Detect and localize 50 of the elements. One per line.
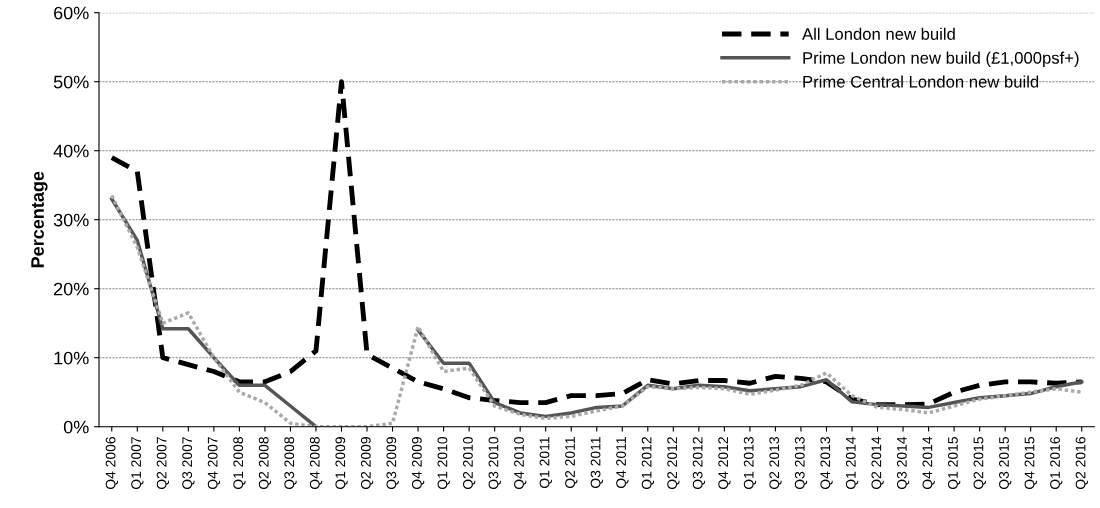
x-tick-label: Q2 2008 <box>258 437 272 490</box>
x-tick-label: Q1 2009 <box>335 437 348 490</box>
x-tick-label: Q3 2013 <box>794 437 808 490</box>
x-tick-label: Q1 2014 <box>845 436 859 490</box>
y-tick-label: 20% <box>54 282 89 296</box>
y-tick-label: 60% <box>54 6 89 20</box>
x-tick-label: Q2 2012 <box>667 437 680 490</box>
x-tick-label: Q4 2011 <box>616 437 629 489</box>
y-tick-label: 50% <box>53 75 89 89</box>
x-tick-label: Q2 2016 <box>1075 437 1088 490</box>
x-tick-label: Q4 2013 <box>820 437 833 490</box>
x-tick-label: Q3 2012 <box>692 437 706 490</box>
x-tick-label: Q3 2009 <box>386 437 399 490</box>
x-tick-label: Q4 2015 <box>1024 437 1037 490</box>
legend-label: All London new build <box>802 27 955 40</box>
y-tick-label: 10% <box>54 351 89 365</box>
x-tick-label: Q1 2011 <box>539 437 552 489</box>
x-tick-label: Q1 2016 <box>1050 437 1063 490</box>
x-tick-label: Q4 2009 <box>411 437 425 490</box>
legend-label: Prime London new build (£1,000psf+) <box>803 51 1079 68</box>
legend-label: Prime Central London new build <box>803 75 1039 88</box>
x-tick-label: Q2 2007 <box>156 437 170 490</box>
x-tick-label: Q1 2015 <box>948 437 961 490</box>
x-tick-label: Q4 2008 <box>309 437 323 490</box>
y-tick-label: 0% <box>63 420 89 434</box>
x-tick-label: Q4 2006 <box>105 437 118 490</box>
x-tick-label: Q3 2007 <box>182 437 195 490</box>
x-tick-label: Q3 2008 <box>284 437 297 490</box>
x-tick-label: Q2 2015 <box>973 437 986 490</box>
y-tick-label: 40% <box>53 144 89 158</box>
x-tick-label: Q4 2012 <box>718 437 731 490</box>
x-tick-label: Q3 2014 <box>896 436 910 490</box>
x-tick-label: Q1 2007 <box>131 437 144 490</box>
x-tick-label: Q3 2010 <box>488 436 501 490</box>
x-tick-label: Q2 2009 <box>360 437 374 490</box>
x-tick-label: Q2 2013 <box>769 437 782 490</box>
y-tick-label: 30% <box>53 213 89 227</box>
x-tick-label: Q4 2014 <box>922 436 935 490</box>
x-tick-label: Q3 2015 <box>999 437 1012 490</box>
x-tick-label: Q1 2013 <box>743 437 757 490</box>
x-tick-label: Q3 2011 <box>590 437 603 489</box>
x-tick-label: Q2 2014 <box>871 436 884 490</box>
x-tick-label: Q1 2010 <box>437 436 450 490</box>
x-tick-label: Q2 2011 <box>565 437 578 489</box>
x-tick-label: Q1 2008 <box>233 437 246 490</box>
y-axis-title: Percentage <box>31 171 48 268</box>
x-tick-label: Q4 2007 <box>207 437 221 490</box>
x-tick-label: Q4 2010 <box>514 436 527 490</box>
x-tick-label: Q2 2010 <box>463 436 476 490</box>
x-tick-label: Q1 2012 <box>641 437 655 490</box>
